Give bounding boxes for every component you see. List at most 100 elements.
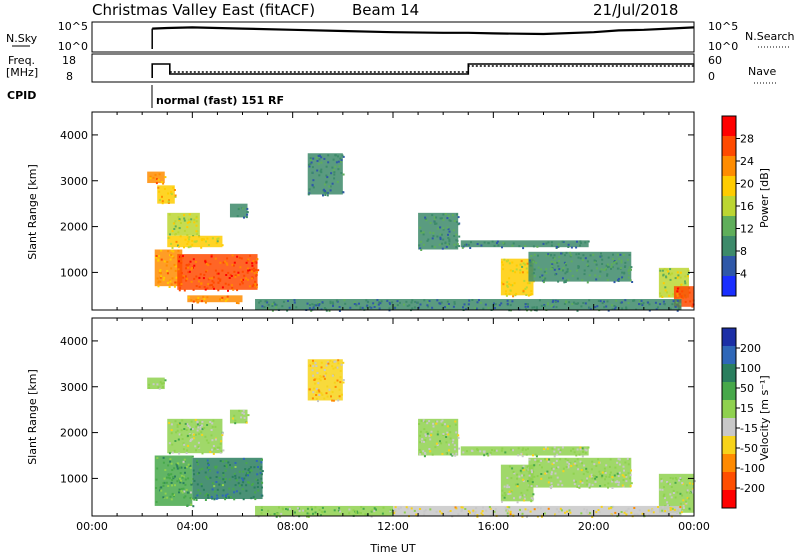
vel-colorbar-ticklabel-1: 100 — [740, 362, 761, 375]
vel-regions-region-0-texture — [148, 379, 167, 390]
velocity-colorbar: 200 100 50 15 -15 -50 -100 -200 — [721, 327, 765, 509]
vel-colorbar-frame — [721, 327, 737, 509]
vel-regions-region-9-texture — [528, 457, 633, 490]
power-colorbar-ticklabel-5: 24 — [740, 155, 754, 168]
vel-regions-region-2-texture — [155, 455, 195, 508]
nsearch-tick-bottom: 10^0 — [708, 40, 738, 53]
vel-regions-region-7 — [460, 446, 589, 456]
power-xaxis-ticks — [91, 112, 695, 310]
nave-tick-bottom: 0 — [708, 70, 715, 83]
power-colorbar-swatch-3 — [722, 176, 736, 196]
vel-colorbar-swatch-4 — [722, 400, 736, 418]
power-heatmap — [147, 153, 695, 312]
vel-colorbar-ticklabel-4: -15 — [740, 422, 758, 435]
power-regions-region-6 — [187, 295, 243, 303]
cpid-text: normal (fast) 151 RF — [156, 94, 284, 107]
freq-series-line — [151, 63, 694, 78]
freq-frame — [91, 53, 695, 83]
nsearch-tick-top: 10^5 — [708, 20, 738, 33]
power-colorbar: 4 8 12 16 20 24 28 — [721, 115, 754, 297]
vel-regions-region-3-texture — [192, 457, 264, 501]
power-regions-region-10-texture — [461, 240, 590, 250]
vel-regions-region-3 — [192, 457, 263, 500]
velocity-colorbar-label: Velocity [m s⁻¹] — [758, 375, 771, 460]
nsky-tick-top: 10^5 — [58, 20, 88, 33]
power-colorbar-swatch-5 — [722, 216, 736, 236]
power-regions-region-12-texture — [528, 251, 634, 284]
power-panel: 1000 2000 3000 4000 Slant Range [km] 4 8 12 16… — [26, 111, 771, 312]
velocity-heatmap — [147, 359, 696, 518]
cpid-row: CPID normal (fast) 151 RF — [7, 85, 284, 108]
power-colorbar-swatch-0 — [722, 116, 736, 136]
vel-regions-region-1 — [167, 418, 223, 454]
freq-tick-top: 18 — [62, 54, 76, 67]
power-colorbar-ticklabel-4: 20 — [740, 178, 754, 191]
vel-yticks-ticklabel-0: 1000 — [60, 472, 88, 485]
beam-label: Beam 14 — [352, 1, 419, 19]
nave-series-line — [169, 65, 694, 73]
power-regions-region-9-texture — [418, 213, 461, 251]
power-yticks-ticklabel-2: 3000 — [60, 175, 88, 188]
vel-regions-region-2 — [154, 455, 193, 506]
vel-colorbar-swatch-5 — [722, 418, 736, 436]
power-ylabel: Slant Range [km] — [26, 164, 39, 260]
power-regions-region-1-texture — [157, 186, 177, 205]
cpid-label: CPID — [7, 89, 36, 102]
power-yticks-ticklabel-3: 4000 — [60, 129, 88, 142]
power-colorbar-swatch-2 — [722, 156, 736, 176]
vel-regions-region-1-texture — [168, 419, 225, 455]
vel-yticks-ticklabel-3: 4000 — [60, 335, 88, 348]
vel-colorbar-swatch-2 — [722, 364, 736, 382]
freq-unit: [MHz] — [6, 66, 38, 79]
vel-colorbar-swatch-9 — [722, 490, 736, 508]
vel-colorbar-ticklabel-5: -50 — [740, 442, 758, 455]
radar-title: Christmas Valley East (fitACF) — [92, 1, 315, 19]
velocity-yaxis: 1000 2000 3000 4000 — [60, 335, 694, 485]
power-regions-region-2 — [167, 212, 200, 236]
power-colorbar-swatch-7 — [722, 256, 736, 276]
nsky-tick-bottom: 10^0 — [58, 40, 88, 53]
velocity-xlabel: Time UT — [369, 542, 415, 554]
power-colorbar-ticklabel-6: 28 — [740, 133, 754, 146]
nave-tick-top: 60 — [708, 54, 722, 67]
vel-regions-region-6 — [418, 418, 459, 456]
vel-yticks-ticklabel-1: 2000 — [60, 427, 88, 440]
velocity-panel: 1000 2000 3000 4000 00:00 04:00 08:00 12:00 16:… — [26, 317, 771, 554]
vel-colorbar-ticklabel-0: 200 — [740, 342, 761, 355]
vel-xticks-label-6: 00:00 — [678, 520, 710, 533]
power-regions-region-8-texture — [307, 154, 345, 197]
power-colorbar-swatch-6 — [722, 236, 736, 256]
power-regions-region-3-texture — [167, 236, 224, 249]
vel-xticks-label-2: 08:00 — [277, 520, 309, 533]
power-colorbar-ticklabel-3: 16 — [740, 200, 754, 213]
velocity-xaxis: 00:00 04:00 08:00 12:00 16:00 20:00 00:00 — [76, 318, 710, 533]
power-regions-region-10 — [460, 240, 589, 248]
vel-colorbar-ticklabel-7: -200 — [740, 482, 765, 495]
vel-regions-region-4-texture — [232, 409, 250, 425]
vel-yticks-ticklabel-2: 3000 — [60, 381, 88, 394]
power-regions-region-7 — [229, 203, 248, 218]
power-yticks-ticklabel-0: 1000 — [60, 266, 88, 279]
nsky-panel: N.Sky 10^5 10^0 10^5 10^0 N.Search — [6, 20, 795, 53]
vel-regions-region-12 — [393, 505, 682, 516]
power-colorbar-ticklabel-1: 8 — [740, 245, 747, 258]
power-regions-region-6-texture — [187, 295, 240, 305]
vel-xticks-label-3: 12:00 — [377, 520, 409, 533]
vel-colorbar-swatch-7 — [722, 454, 736, 472]
nave-label: Nave — [748, 65, 776, 78]
power-colorbar-ticklabel-2: 12 — [740, 223, 754, 236]
vel-colorbar-swatch-3 — [722, 382, 736, 400]
power-yticks-ticklabel-1: 2000 — [60, 221, 88, 234]
vel-regions-region-0 — [147, 377, 165, 390]
nsky-label: N.Sky — [6, 32, 38, 45]
freq-label: Freq. — [8, 54, 35, 67]
vel-regions-region-5-texture — [308, 359, 345, 403]
power-regions-region-5-texture — [177, 254, 260, 292]
freq-tick-bottom: 8 — [66, 70, 73, 83]
vel-xticks-label-4: 16:00 — [477, 520, 509, 533]
vel-colorbar-swatch-6 — [722, 436, 736, 454]
vel-colorbar-ticklabel-6: -100 — [740, 462, 765, 475]
power-colorbar-swatch-8 — [722, 276, 736, 296]
vel-xticks-label-1: 04:00 — [176, 520, 208, 533]
